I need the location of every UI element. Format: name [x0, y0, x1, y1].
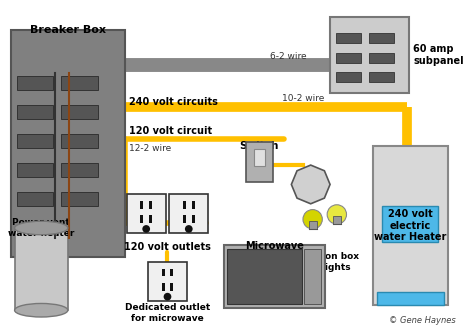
Ellipse shape: [15, 221, 68, 235]
Bar: [376, 292, 444, 306]
Circle shape: [142, 225, 150, 233]
Bar: [162, 269, 164, 276]
Bar: [162, 283, 164, 291]
Bar: [333, 216, 341, 224]
Bar: [148, 262, 187, 300]
Text: 120 volt outlets: 120 volt outlets: [124, 243, 211, 253]
Bar: [369, 53, 394, 63]
Text: 12-2 wire: 12-2 wire: [129, 144, 171, 153]
Bar: [246, 142, 273, 183]
Bar: [17, 105, 53, 119]
Bar: [61, 105, 98, 119]
Bar: [254, 149, 265, 166]
Bar: [61, 76, 98, 89]
Bar: [330, 17, 410, 92]
Circle shape: [303, 210, 322, 229]
Bar: [336, 72, 361, 82]
Text: Microwave: Microwave: [245, 241, 304, 251]
Bar: [369, 72, 394, 82]
Bar: [183, 201, 186, 209]
Text: Octagon box
for lights: Octagon box for lights: [295, 252, 359, 272]
Text: © Gene Haynes: © Gene Haynes: [389, 316, 456, 325]
Text: Power vent
water heater: Power vent water heater: [8, 218, 74, 238]
Bar: [11, 29, 125, 257]
Bar: [309, 221, 317, 229]
Bar: [17, 76, 53, 89]
Text: 240 volt circuits: 240 volt circuits: [129, 97, 218, 107]
Bar: [191, 201, 195, 209]
Bar: [224, 246, 325, 308]
Bar: [17, 163, 53, 177]
Circle shape: [164, 293, 172, 300]
Bar: [336, 34, 361, 43]
Bar: [170, 283, 173, 291]
Bar: [61, 134, 98, 148]
Text: Breaker Box: Breaker Box: [30, 25, 106, 35]
Text: Switch: Switch: [240, 141, 279, 151]
Circle shape: [327, 205, 346, 224]
Bar: [15, 228, 68, 310]
Bar: [140, 201, 143, 209]
Circle shape: [185, 225, 192, 233]
Text: Dedicated outlet
for microwave: Dedicated outlet for microwave: [125, 304, 210, 323]
Bar: [228, 249, 302, 305]
Bar: [169, 194, 208, 233]
Bar: [183, 215, 186, 223]
Bar: [61, 192, 98, 206]
Text: 10-2 wire: 10-2 wire: [282, 94, 324, 104]
Bar: [336, 53, 361, 63]
Bar: [140, 215, 143, 223]
Ellipse shape: [15, 304, 68, 317]
Bar: [369, 34, 394, 43]
Bar: [373, 146, 448, 306]
Bar: [304, 249, 321, 305]
Bar: [383, 206, 438, 243]
Text: 6-2 wire: 6-2 wire: [270, 52, 307, 61]
Bar: [61, 163, 98, 177]
Bar: [149, 201, 152, 209]
Bar: [17, 192, 53, 206]
Bar: [191, 215, 195, 223]
Bar: [127, 194, 165, 233]
Bar: [149, 215, 152, 223]
Text: 240 volt
electric
water Heater: 240 volt electric water Heater: [374, 209, 447, 242]
Text: 120 volt circuit: 120 volt circuit: [129, 126, 212, 136]
Bar: [17, 134, 53, 148]
Bar: [170, 269, 173, 276]
Text: 60 amp
subpanel: 60 amp subpanel: [413, 44, 464, 66]
